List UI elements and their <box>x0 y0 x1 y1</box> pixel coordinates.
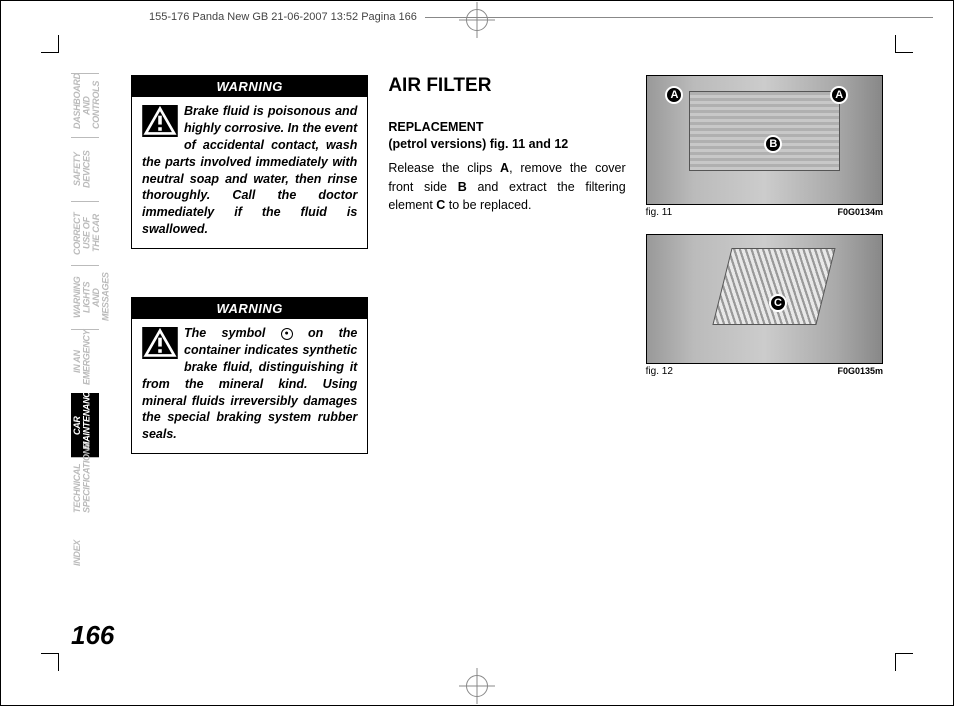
crop-mark-tr <box>895 35 913 53</box>
brake-fluid-symbol-icon: ● <box>281 328 293 340</box>
air-filter-element-illustration <box>712 248 835 325</box>
tab-dashboard[interactable]: DASHBOARD AND CONTROLS <box>71 73 99 137</box>
column-figures: A A B fig. 11 F0G0134m C fig. 12 F0G0135… <box>646 75 883 631</box>
warning-triangle-icon <box>142 327 178 359</box>
tab-safety[interactable]: SAFETY DEVICES <box>71 137 99 201</box>
figure-12-caption: fig. 12 F0G0135m <box>646 366 883 377</box>
air-filter-cover-illustration <box>689 91 840 170</box>
crop-mark-br <box>895 653 913 671</box>
page-number: 166 <box>71 620 114 651</box>
warning-body-2: The symbol ● on the container indicates … <box>132 319 367 453</box>
warning-title-1: WARNING <box>132 76 367 97</box>
column-warnings: WARNING Brake fluid is poisonous and hig… <box>131 75 368 631</box>
print-job-text: 155-176 Panda New GB 21-06-2007 13:52 Pa… <box>149 11 417 23</box>
registration-mark-top <box>466 9 488 31</box>
figure-11: A A B <box>646 75 883 205</box>
warning-body-1: Brake fluid is poisonous and highly corr… <box>132 97 367 248</box>
tab-technical-specs[interactable]: TECHNICAL SPECIFICATIONS <box>71 457 99 521</box>
warning-triangle-icon <box>142 105 178 137</box>
tab-correct-use[interactable]: CORRECT USE OF THE CAR <box>71 201 99 265</box>
tab-warning-lights[interactable]: WARNING LIGHTS AND MESSAGES <box>71 265 99 329</box>
header-rule <box>425 17 933 18</box>
warning-text-2a: The symbol <box>184 326 281 340</box>
warning-box-2: WARNING The symbol ● on the container in… <box>131 297 368 454</box>
column-main-text: AIR FILTER REPLACEMENT (petrol versions)… <box>388 75 625 631</box>
heading-replacement: REPLACEMENT (petrol versions) fig. 11 an… <box>388 119 625 153</box>
tab-emergency[interactable]: IN AN EMERGENCY <box>71 329 99 393</box>
figure-11-caption: fig. 11 F0G0134m <box>646 207 883 218</box>
section-tabs: DASHBOARD AND CONTROLS SAFETY DEVICES CO… <box>71 73 99 585</box>
callout-C: C <box>769 294 787 312</box>
page-content: WARNING Brake fluid is poisonous and hig… <box>131 75 883 631</box>
warning-title-2: WARNING <box>132 298 367 319</box>
figure-11-label: fig. 11 <box>646 207 673 218</box>
figure-12-label: fig. 12 <box>646 366 673 377</box>
body-text-replacement: Release the clips A, remove the cover fr… <box>388 159 625 215</box>
registration-mark-bottom <box>466 675 488 697</box>
figure-11-code: F0G0134m <box>837 207 883 218</box>
tab-index[interactable]: INDEX <box>71 521 99 585</box>
figure-12-code: F0G0135m <box>837 366 883 377</box>
page-frame: DASHBOARD AND CONTROLS SAFETY DEVICES CO… <box>51 45 903 661</box>
figure-12: C <box>646 234 883 364</box>
print-job-header: 155-176 Panda New GB 21-06-2007 13:52 Pa… <box>149 7 933 27</box>
crop-mark-tl <box>41 35 59 53</box>
crop-mark-bl <box>41 653 59 671</box>
warning-box-1: WARNING Brake fluid is poisonous and hig… <box>131 75 368 249</box>
heading-air-filter: AIR FILTER <box>388 75 625 97</box>
